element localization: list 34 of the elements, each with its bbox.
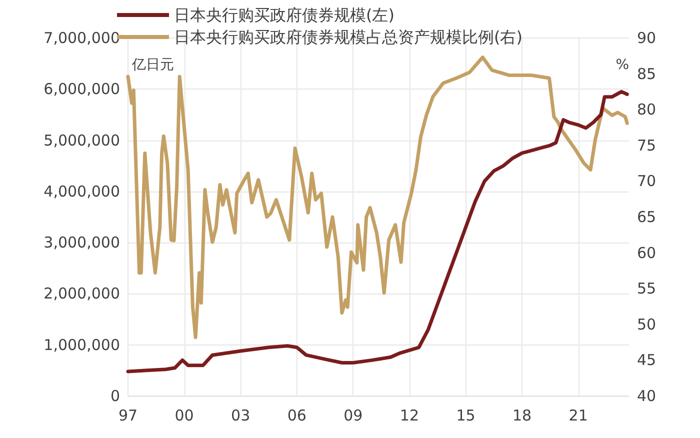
x-tick-label: 06 (287, 406, 306, 424)
line-series (126, 90, 629, 374)
y2-tick-label: 85 (637, 64, 656, 83)
legend-label: 日本央行购买政府债券规模占总资产规模比例(右) (174, 28, 522, 46)
y-axis-title: 亿日元 (131, 57, 174, 73)
y2-tick-label: 90 (637, 29, 656, 47)
line-series (126, 56, 629, 340)
y-tick-label: 0 (110, 387, 120, 405)
x-tick-label: 97 (118, 406, 138, 424)
y-tick-label: 3,000,000 (44, 234, 120, 252)
x-tick-label: 15 (456, 406, 476, 424)
x-tick-label: 09 (344, 406, 363, 424)
y2-axis-title: % (616, 57, 629, 73)
y-tick-label: 2,000,000 (44, 284, 120, 303)
y2-tick-label: 75 (637, 136, 656, 154)
x-tick-label: 03 (231, 406, 250, 424)
legend-label: 日本央行购买政府债券规模(左) (174, 6, 394, 24)
y2-tick-label: 55 (637, 280, 656, 298)
y2-tick-label: 70 (637, 172, 656, 190)
y2-tick-label: 80 (637, 100, 656, 119)
y2-tick-label: 50 (637, 315, 656, 334)
y2-tick-label: 45 (637, 351, 656, 370)
x-tick-label: 21 (568, 406, 588, 424)
x-tick-label: 00 (174, 406, 194, 424)
y-tick-label: 5,000,000 (44, 131, 120, 150)
y-tick-label: 1,000,000 (44, 336, 120, 354)
y2-tick-label: 40 (637, 387, 656, 405)
y-tick-label: 6,000,000 (44, 80, 120, 98)
y-tick-label: 7,000,000 (44, 29, 120, 47)
x-tick-label: 12 (400, 406, 420, 424)
y2-tick-label: 60 (637, 244, 656, 262)
x-tick-label: 18 (512, 406, 532, 424)
y2-tick-label: 65 (637, 208, 656, 226)
y-tick-label: 4,000,000 (44, 182, 120, 200)
